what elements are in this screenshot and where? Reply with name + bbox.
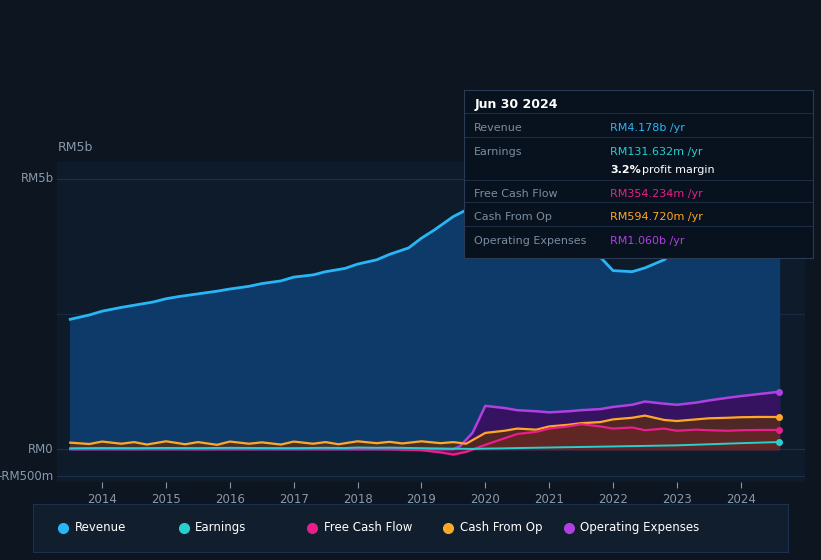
Text: Free Cash Flow: Free Cash Flow [475, 189, 558, 199]
Text: RM131.632m /yr: RM131.632m /yr [610, 147, 703, 157]
Text: Operating Expenses: Operating Expenses [475, 236, 587, 246]
Text: Earnings: Earnings [195, 521, 246, 534]
Text: Cash From Op: Cash From Op [475, 212, 553, 222]
Text: Revenue: Revenue [475, 123, 523, 133]
Text: 3.2%: 3.2% [610, 165, 641, 175]
Text: RM5b: RM5b [57, 141, 93, 154]
Text: Jun 30 2024: Jun 30 2024 [475, 98, 557, 111]
Text: Earnings: Earnings [475, 147, 523, 157]
Text: Cash From Op: Cash From Op [460, 521, 542, 534]
Text: -RM500m: -RM500m [0, 470, 53, 483]
Text: profit margin: profit margin [642, 165, 714, 175]
Text: RM0: RM0 [28, 442, 53, 456]
Text: RM4.178b /yr: RM4.178b /yr [610, 123, 686, 133]
Text: RM594.720m /yr: RM594.720m /yr [610, 212, 704, 222]
Text: Revenue: Revenue [75, 521, 126, 534]
Text: Free Cash Flow: Free Cash Flow [323, 521, 412, 534]
Text: RM5b: RM5b [21, 172, 53, 185]
Text: RM1.060b /yr: RM1.060b /yr [610, 236, 685, 246]
Text: Operating Expenses: Operating Expenses [580, 521, 699, 534]
Text: RM354.234m /yr: RM354.234m /yr [610, 189, 703, 199]
